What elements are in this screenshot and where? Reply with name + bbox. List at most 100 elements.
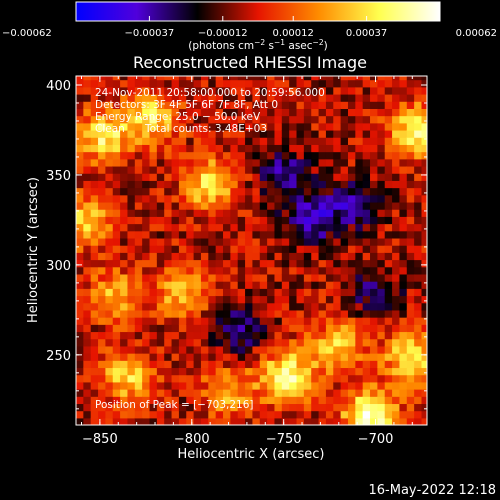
heatmap-cell bbox=[164, 302, 173, 311]
heatmap-cell bbox=[112, 302, 121, 311]
heatmap-cell bbox=[112, 273, 121, 282]
heatmap-cell bbox=[252, 288, 261, 297]
heatmap-cell bbox=[208, 137, 217, 145]
heatmap-cell bbox=[421, 273, 427, 282]
heatmap-cell bbox=[392, 302, 401, 311]
heatmap-cell bbox=[296, 309, 305, 318]
heatmap-cell bbox=[215, 252, 224, 261]
heatmap-cell bbox=[406, 194, 415, 203]
heatmap-cell bbox=[370, 381, 378, 390]
heatmap-cell bbox=[149, 345, 158, 354]
heatmap-cell bbox=[208, 79, 217, 88]
heatmap-cell bbox=[186, 295, 195, 304]
heatmap-cell bbox=[105, 86, 114, 95]
heatmap-cell bbox=[223, 353, 231, 361]
heatmap-cell bbox=[186, 317, 195, 325]
heatmap-cell bbox=[245, 345, 254, 354]
heatmap-cell bbox=[178, 165, 187, 174]
heatmap-cell bbox=[230, 101, 239, 109]
heatmap-cell bbox=[208, 187, 217, 196]
heatmap-cell bbox=[208, 122, 217, 131]
heatmap-cell bbox=[281, 353, 290, 361]
heatmap-cell bbox=[414, 122, 423, 131]
heatmap-cell bbox=[134, 273, 143, 282]
heatmap-cell bbox=[311, 187, 320, 196]
heatmap-cell bbox=[215, 151, 224, 160]
heatmap-cell bbox=[98, 237, 106, 246]
heatmap-cell bbox=[392, 367, 401, 376]
heatmap-cell bbox=[120, 266, 129, 275]
heatmap-cell bbox=[134, 93, 143, 102]
heatmap-cell bbox=[245, 302, 254, 311]
heatmap-cell bbox=[90, 194, 99, 203]
heatmap-cell bbox=[90, 252, 99, 261]
heatmap-cell bbox=[252, 86, 261, 95]
heatmap-cell bbox=[178, 345, 187, 354]
heatmap-cell bbox=[237, 194, 246, 203]
heatmap-cell bbox=[377, 101, 386, 109]
heatmap-cell bbox=[384, 79, 393, 88]
heatmap-cell bbox=[149, 180, 158, 189]
heatmap-cell bbox=[156, 288, 165, 297]
heatmap-cell bbox=[414, 223, 423, 232]
heatmap-cell bbox=[281, 266, 290, 275]
heatmap-cell bbox=[318, 338, 327, 347]
heatmap-cell bbox=[414, 129, 423, 138]
x-tick-label: −700 bbox=[358, 432, 394, 447]
heatmap-cell bbox=[171, 108, 180, 117]
heatmap-cell bbox=[303, 187, 312, 196]
heatmap-cell bbox=[252, 180, 261, 189]
heatmap-cell bbox=[303, 403, 312, 412]
heatmap-cell bbox=[347, 187, 356, 196]
heatmap-cell bbox=[120, 259, 129, 268]
heatmap-cell bbox=[142, 259, 151, 268]
heatmap-cell bbox=[98, 137, 106, 145]
heatmap-cell bbox=[311, 302, 320, 311]
heatmap-cell bbox=[289, 201, 298, 210]
heatmap-cell bbox=[193, 158, 202, 167]
heatmap-cell bbox=[193, 324, 202, 333]
heatmap-cell bbox=[377, 173, 386, 181]
heatmap-cell bbox=[149, 374, 158, 383]
heatmap-cell bbox=[296, 367, 305, 376]
heatmap-cell bbox=[90, 259, 99, 268]
heatmap-cell bbox=[325, 396, 334, 405]
heatmap-cell bbox=[215, 165, 224, 174]
heatmap-cell bbox=[421, 158, 427, 167]
heatmap-cell bbox=[208, 259, 217, 268]
heatmap-cell bbox=[200, 165, 209, 174]
heatmap-cell bbox=[421, 367, 427, 376]
heatmap-cell bbox=[193, 86, 202, 95]
heatmap-cell bbox=[215, 331, 224, 340]
heatmap-cell bbox=[90, 187, 99, 196]
heatmap-cell bbox=[223, 288, 231, 297]
heatmap-cell bbox=[112, 374, 121, 383]
heatmap-cell bbox=[289, 417, 298, 425]
heatmap-cell bbox=[406, 252, 415, 261]
heatmap-cell bbox=[274, 360, 283, 369]
heatmap-cell bbox=[347, 93, 356, 102]
heatmap-cell bbox=[267, 165, 276, 174]
heatmap-cell bbox=[98, 288, 106, 297]
heatmap-cell bbox=[259, 353, 268, 361]
heatmap-cell bbox=[370, 245, 378, 253]
heatmap-cell bbox=[362, 417, 371, 425]
heatmap-cell bbox=[252, 389, 261, 397]
heatmap-cell bbox=[105, 101, 114, 109]
heatmap-cell bbox=[120, 331, 129, 340]
heatmap-cell bbox=[289, 151, 298, 160]
heatmap-cell bbox=[414, 151, 423, 160]
heatmap-cell bbox=[355, 295, 364, 304]
heatmap-cell bbox=[406, 76, 415, 81]
heatmap-cell bbox=[289, 367, 298, 376]
heatmap-cell bbox=[274, 101, 283, 109]
heatmap-cell bbox=[252, 381, 261, 390]
heatmap-cell bbox=[267, 158, 276, 167]
heatmap-cell bbox=[178, 216, 187, 225]
heatmap-cell bbox=[230, 295, 239, 304]
heatmap-cell bbox=[347, 180, 356, 189]
heatmap-cell bbox=[370, 266, 378, 275]
heatmap-cell bbox=[399, 230, 408, 239]
heatmap-cell bbox=[311, 194, 320, 203]
